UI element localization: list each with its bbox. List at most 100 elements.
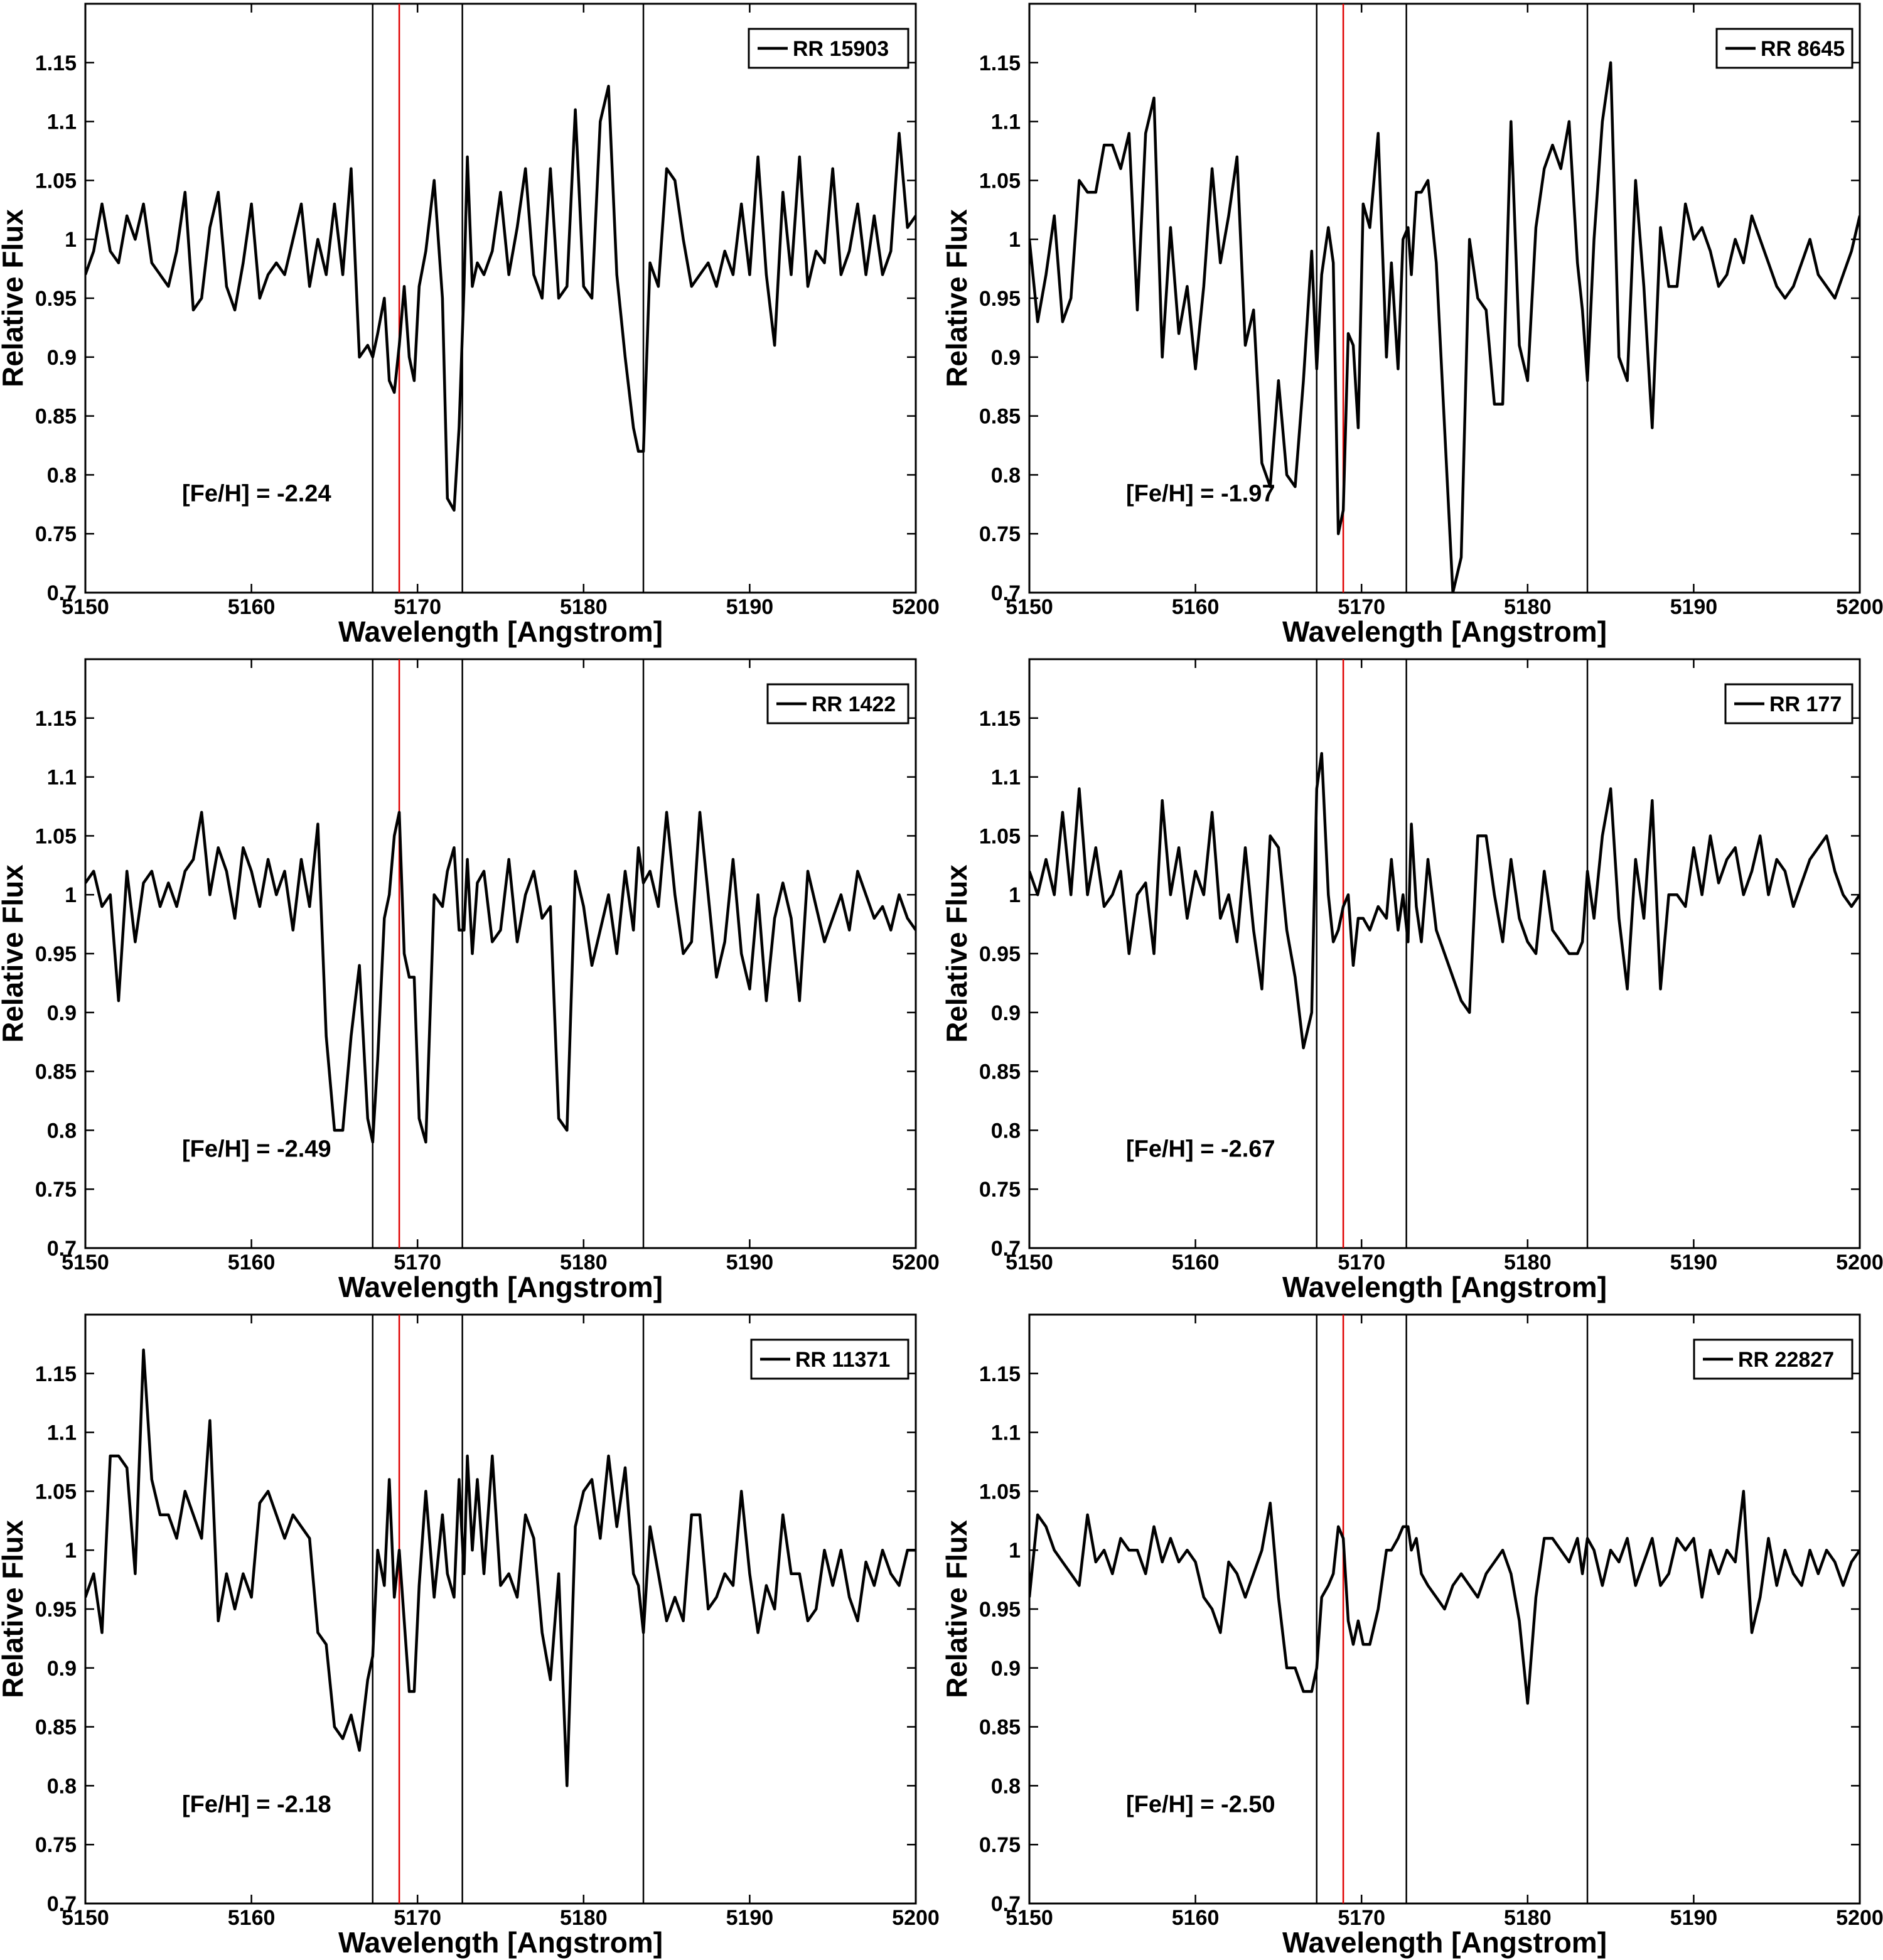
x-axis-title: Wavelength [Angstrom] [1282,615,1607,648]
x-tick-label: 5160 [228,1251,276,1274]
x-tick-label: 5180 [1504,595,1552,619]
x-tick-label: 5180 [1504,1906,1552,1930]
x-tick-label: 5180 [560,1906,608,1930]
y-tick-label: 0.9 [47,346,77,370]
y-axis-title: Relative Flux [940,1520,973,1698]
legend-label: RR 11371 [795,1348,890,1372]
metallicity-annotation: [Fe/H] = -2.18 [182,1792,331,1818]
spectrum-panel: 5150 5160 5170 5180 5190 5200 0.7 0.75 0.8 0.85 0.… [940,658,1883,1303]
plot-frame [84,1313,917,1905]
y-tick-label: 0.8 [991,1119,1021,1143]
y-axis-title: Relative Flux [0,864,29,1043]
y-tick-label: 0.85 [35,1060,77,1084]
x-tick-label: 5160 [1172,595,1220,619]
y-tick-label: 0.9 [991,1001,1021,1025]
y-tick-label: 1 [1009,883,1021,907]
y-tick-label: 0.95 [35,287,77,311]
y-tick-label: 1.15 [35,51,77,75]
x-tick-label: 5170 [394,595,441,619]
legend-label: RR 15903 [793,37,889,61]
y-tick-label: 0.85 [979,1060,1021,1084]
x-tick-label: 5160 [1172,1906,1220,1930]
x-tick-label: 5150 [1006,595,1053,619]
y-tick-label: 1.1 [991,1421,1021,1445]
x-tick-label: 5160 [228,595,276,619]
x-tick-label: 5170 [394,1906,441,1930]
y-tick-label: 1.05 [979,1480,1021,1504]
y-tick-label: 1.05 [979,824,1021,848]
spectrum-line [85,1349,916,1787]
spectrum-line [85,85,916,512]
y-tick-label: 1.1 [991,110,1021,134]
y-tick-label: 1.05 [35,169,77,193]
y-tick-label: 0.9 [47,1657,77,1681]
spectrum-line [85,810,916,1144]
y-tick-label: 1.15 [979,707,1021,731]
x-tick-label: 5200 [1836,1906,1883,1930]
legend-label: RR 1422 [812,692,896,716]
spectrum-panel: 5150 5160 5170 5180 5190 5200 0.7 0.75 0.8 0.85 0.… [0,3,940,648]
y-tick-label: 1.05 [35,1480,77,1504]
y-tick-label: 0.75 [35,1833,77,1857]
y-tick-label: 0.8 [991,1774,1021,1798]
x-tick-label: 5200 [892,1906,940,1930]
y-tick-label: 0.95 [979,287,1021,311]
y-tick-label: 0.7 [47,1237,77,1261]
y-tick-label: 0.9 [991,346,1021,370]
spectrum-line [1029,1490,1860,1705]
x-tick-label: 5160 [1172,1251,1220,1274]
x-tick-label: 5180 [560,595,608,619]
y-tick-label: 1.15 [979,1362,1021,1386]
y-axis-title: Relative Flux [940,864,973,1043]
y-tick-label: 0.9 [47,1001,77,1025]
spectrum-panel: 5150 5160 5170 5180 5190 5200 0.7 0.75 0.8 0.85 0.… [0,1313,940,1959]
x-tick-label: 5180 [560,1251,608,1274]
y-tick-label: 1 [1009,1539,1021,1563]
y-tick-label: 0.7 [991,1237,1021,1261]
y-tick-label: 0.95 [979,1598,1021,1622]
plot-frame [84,658,917,1249]
y-axis-title: Relative Flux [0,209,29,387]
spectrum-panel: 5150 5160 5170 5180 5190 5200 0.7 0.75 0.8 0.85 0.… [940,1313,1883,1959]
y-tick-label: 1.15 [35,707,77,731]
y-tick-label: 0.75 [35,1178,77,1202]
x-tick-label: 5190 [1670,1251,1718,1274]
x-tick-label: 5170 [1338,1906,1385,1930]
y-tick-label: 1 [65,228,77,252]
y-tick-label: 0.7 [991,581,1021,605]
x-tick-label: 5150 [62,595,109,619]
x-axis-title: Wavelength [Angstrom] [338,615,663,648]
x-axis-title: Wavelength [Angstrom] [338,1271,663,1303]
x-tick-label: 5200 [892,595,940,619]
metallicity-annotation: [Fe/H] = -2.49 [182,1136,331,1163]
x-tick-label: 5150 [62,1251,109,1274]
x-tick-label: 5190 [726,1906,774,1930]
x-axis-title: Wavelength [Angstrom] [1282,1926,1607,1959]
y-tick-label: 0.9 [991,1657,1021,1681]
x-tick-label: 5150 [62,1906,109,1930]
x-tick-label: 5190 [726,595,774,619]
y-tick-label: 1.05 [979,169,1021,193]
x-tick-label: 5190 [726,1251,774,1274]
legend-label: RR 177 [1769,692,1842,716]
x-tick-label: 5150 [1006,1251,1053,1274]
x-axis-title: Wavelength [Angstrom] [338,1926,663,1959]
x-axis-title: Wavelength [Angstrom] [1282,1271,1607,1303]
y-tick-label: 0.75 [979,1833,1021,1857]
metallicity-annotation: [Fe/H] = -2.24 [182,481,331,507]
legend-label: RR 8645 [1761,37,1845,61]
y-tick-label: 1.1 [47,766,77,790]
x-tick-label: 5160 [228,1906,276,1930]
y-tick-label: 0.75 [979,522,1021,546]
y-tick-label: 0.85 [35,405,77,429]
y-tick-label: 0.75 [979,1178,1021,1202]
x-tick-label: 5150 [1006,1906,1053,1930]
metallicity-annotation: [Fe/H] = -2.67 [1126,1136,1275,1163]
y-tick-label: 1.15 [979,51,1021,75]
y-tick-label: 1.1 [47,1421,77,1445]
metallicity-annotation: [Fe/H] = -2.50 [1126,1792,1275,1818]
y-axis-title: Relative Flux [940,209,973,387]
x-tick-label: 5190 [1670,595,1718,619]
x-tick-label: 5170 [1338,595,1385,619]
